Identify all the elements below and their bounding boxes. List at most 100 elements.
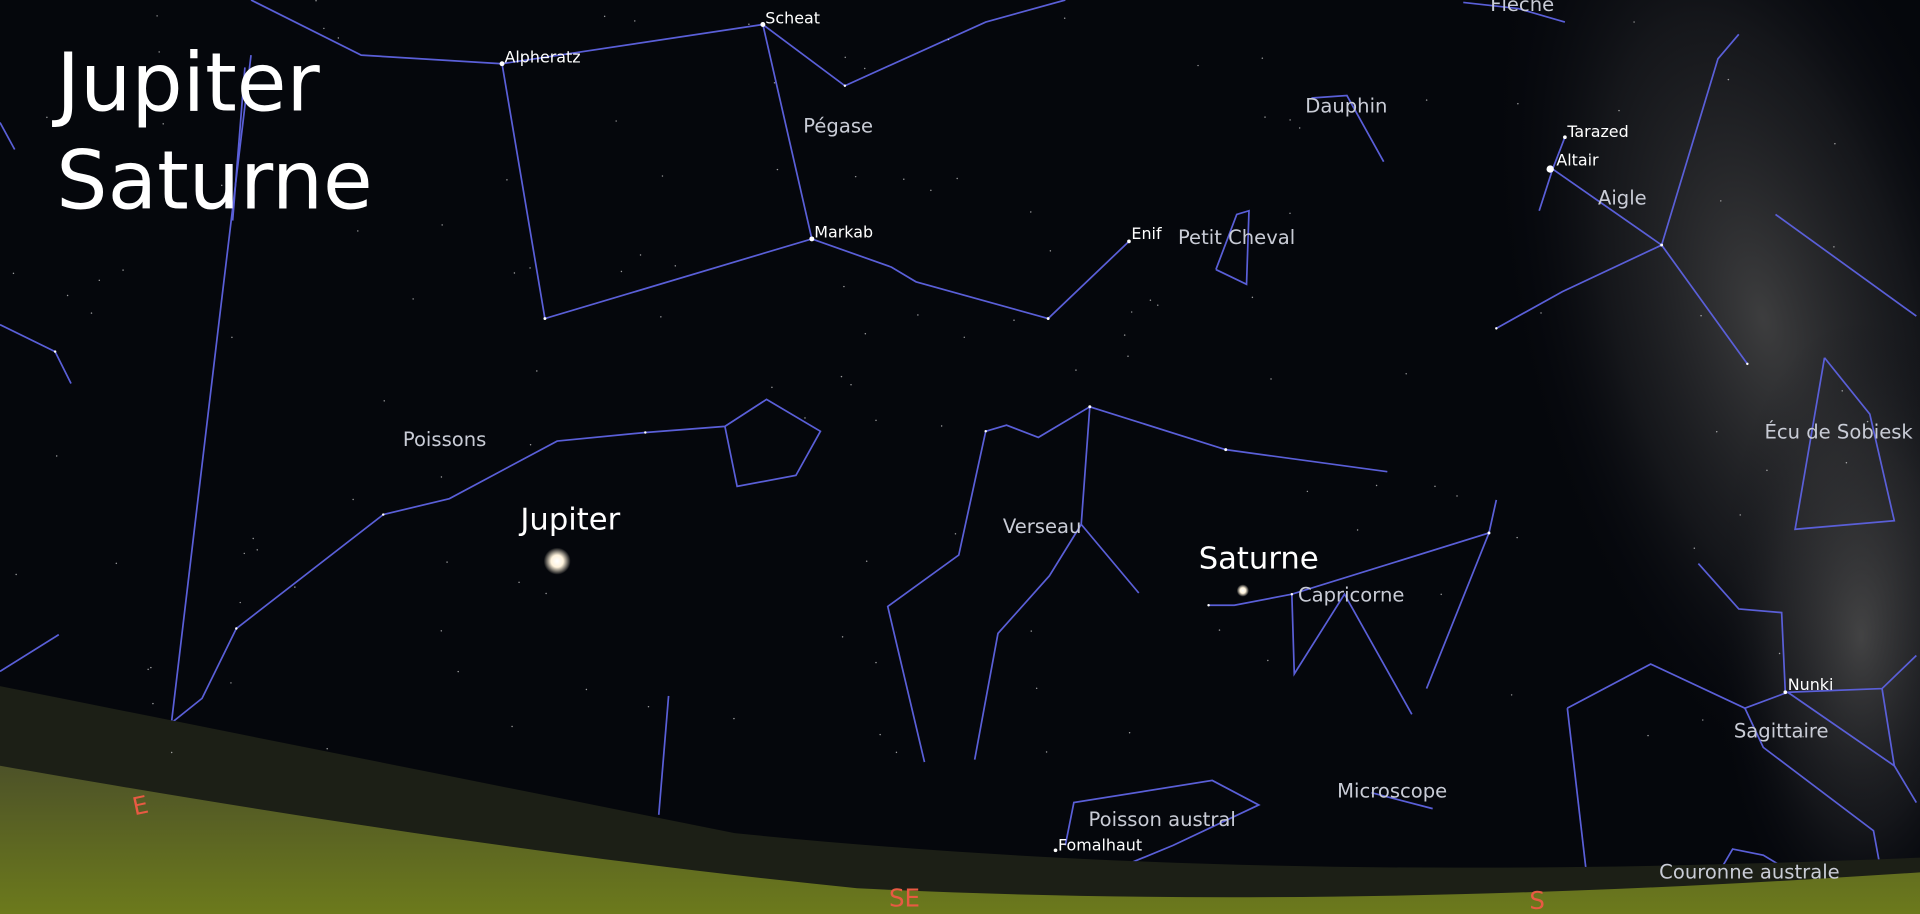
constellation-line	[1697, 563, 1787, 693]
constellation-label: Flèche	[1490, 0, 1554, 16]
faint-star	[1720, 200, 1722, 202]
faint-star	[1306, 490, 1309, 493]
faint-star	[1716, 431, 1718, 433]
faint-star	[1425, 99, 1428, 101]
constellation-label: Verseau	[1003, 515, 1082, 538]
stars	[12, 0, 1869, 853]
faint-star	[875, 419, 877, 422]
faint-star	[634, 20, 636, 22]
constellation-lines	[0, 0, 1918, 889]
constellation-line	[1566, 654, 1917, 710]
constellation-label: Microscope	[1337, 780, 1447, 803]
faint-star	[55, 455, 58, 457]
faint-star	[865, 560, 868, 562]
faint-star	[545, 592, 547, 595]
faint-star	[1270, 378, 1272, 380]
faint-star	[879, 733, 881, 736]
star	[235, 627, 238, 630]
faint-star	[1289, 119, 1291, 121]
faint-star	[1802, 735, 1804, 738]
faint-star	[1841, 390, 1843, 392]
star	[1487, 531, 1491, 535]
faint-star	[323, 27, 325, 30]
faint-star	[1128, 732, 1131, 734]
direction-label: S	[1529, 886, 1545, 914]
faint-star	[1030, 630, 1032, 632]
star	[1495, 327, 1498, 330]
faint-star	[1063, 17, 1066, 19]
faint-star	[1700, 314, 1702, 317]
faint-star	[1693, 547, 1696, 550]
star-label: Scheat	[765, 8, 820, 27]
constellation-label: Dauphin	[1305, 95, 1387, 118]
constellation-line	[0, 122, 16, 150]
constellation-line	[0, 633, 60, 673]
faint-star	[840, 375, 843, 378]
faint-star	[383, 400, 385, 402]
faint-star	[511, 725, 513, 728]
constellation-label: Sagittaire	[1734, 720, 1829, 743]
faint-star	[963, 336, 966, 339]
faint-star	[639, 254, 642, 256]
star	[984, 430, 987, 433]
star	[53, 350, 57, 353]
faint-star	[518, 581, 520, 584]
constellation-line	[1787, 691, 1895, 767]
faint-star	[1127, 355, 1129, 358]
star	[1207, 604, 1210, 607]
faint-star	[1540, 312, 1542, 314]
constellation-line	[1744, 707, 1881, 864]
constellation-line	[231, 67, 246, 221]
faint-star	[1267, 659, 1269, 662]
constellation-line	[1290, 592, 1413, 715]
faint-star	[352, 498, 354, 501]
faint-star	[660, 316, 662, 318]
faint-star	[773, 82, 776, 84]
constellation-line	[1064, 779, 1261, 881]
faint-star	[1030, 211, 1032, 213]
milky-way	[1714, 318, 1920, 914]
faint-star	[1618, 109, 1620, 112]
constellation-line	[811, 238, 1130, 320]
faint-star	[1035, 687, 1038, 690]
constellation-line	[1660, 33, 1749, 365]
faint-star	[954, 533, 957, 535]
constellation-line	[1794, 357, 1896, 531]
constellation-label: Petit Cheval	[1178, 226, 1295, 249]
faint-star	[243, 552, 246, 555]
faint-star	[536, 370, 538, 372]
constellation-line	[1881, 688, 1918, 803]
faint-star	[440, 476, 443, 478]
planet-label: Saturne	[1199, 541, 1319, 576]
faint-star	[337, 37, 340, 39]
faint-star	[230, 682, 232, 684]
title-line: Saturne	[56, 134, 372, 228]
faint-star	[1013, 319, 1015, 322]
faint-star	[315, 0, 317, 2]
faint-star	[1633, 21, 1635, 23]
faint-star	[256, 549, 258, 551]
faint-star	[603, 15, 606, 18]
planet-label: Jupiter	[518, 502, 620, 537]
constellation-line	[1215, 209, 1250, 286]
star-label: Alpheratz	[504, 47, 580, 66]
faint-star	[1045, 751, 1048, 753]
faint-star	[1593, 134, 1595, 137]
faint-star	[1197, 64, 1199, 67]
star	[543, 317, 547, 321]
faint-star	[221, 184, 223, 187]
constellation-line	[1775, 213, 1917, 317]
faint-star	[1049, 250, 1052, 252]
faint-star	[1516, 536, 1518, 539]
faint-star	[150, 666, 152, 669]
faint-star	[170, 751, 173, 754]
faint-star	[457, 670, 459, 673]
faint-star	[529, 444, 532, 446]
constellation-label: Aigle	[1598, 187, 1647, 210]
star	[1053, 848, 1058, 853]
faint-star	[804, 417, 806, 419]
star	[760, 22, 766, 27]
star	[1046, 317, 1050, 321]
